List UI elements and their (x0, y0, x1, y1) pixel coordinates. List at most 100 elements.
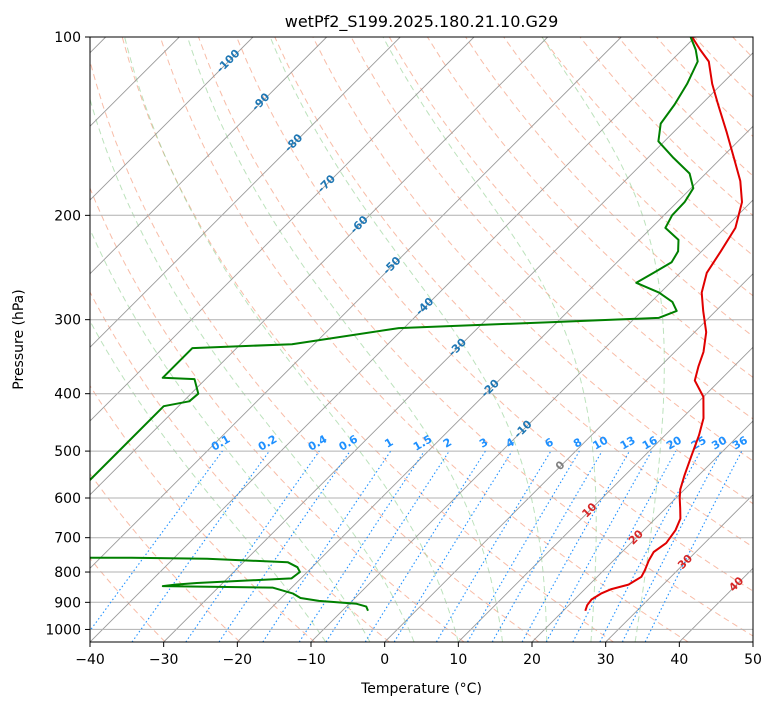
isotherm-line (90, 37, 401, 348)
mixing-ratio-line (545, 450, 653, 642)
mixing-ratio-label: 1 (382, 436, 395, 451)
isotherm-label: -40 (413, 295, 436, 318)
isotherm-line (90, 37, 696, 642)
isotherm-line (90, 37, 328, 275)
y-tick-label: 500 (54, 444, 81, 460)
isotherm-line (236, 125, 753, 642)
moist-adiabat (90, 228, 371, 642)
isotherm-line (605, 494, 753, 642)
dry-adiabat (694, 37, 753, 98)
mixing-ratio-line (364, 450, 486, 642)
dry-adiabat (274, 37, 753, 548)
isotherm-label: -80 (282, 131, 305, 154)
dry-adiabat (90, 472, 241, 642)
x-tick-label: 40 (670, 652, 688, 668)
moist-adiabat (269, 37, 548, 642)
mixing-ratio-label: 13 (618, 434, 638, 453)
mixing-ratio-label: 1.5 (411, 433, 434, 454)
dry-adiabat (90, 186, 465, 642)
isotherm-label: -90 (249, 90, 272, 113)
moist-adiabat (90, 320, 327, 642)
dry-adiabat (388, 37, 753, 420)
mixing-ratio-label: 3 (477, 436, 490, 451)
chart-title: wetPf2_S199.2025.180.21.10.G29 (285, 12, 559, 32)
x-tick-label: 30 (597, 652, 615, 668)
mixing-ratio-line (621, 450, 722, 642)
mixing-ratio-label: 16 (640, 433, 660, 452)
dry-adiabat (426, 37, 753, 378)
mixing-ratio-line (131, 450, 270, 642)
isotherm-line (457, 346, 753, 642)
mixing-ratio-line (393, 450, 513, 642)
moist-adiabat (541, 37, 665, 642)
y-tick-label: 600 (54, 491, 81, 507)
dry-adiabat (541, 37, 753, 257)
isotherm-label: 40 (726, 574, 746, 594)
y-tick-label: 1000 (45, 622, 81, 638)
mixing-ratio-line (325, 450, 450, 642)
mixing-ratio-label: 2 (441, 436, 454, 451)
plot-frame (89, 36, 754, 643)
dry-adiabat (350, 37, 753, 462)
y-tick-label: 300 (54, 313, 81, 329)
mixing-ratio-label: 30 (709, 433, 729, 452)
mixing-ratio-label: 20 (664, 433, 684, 452)
mixing-ratio-line (521, 450, 630, 642)
dry-adiabat (732, 37, 753, 59)
dry-adiabat (236, 37, 753, 592)
y-tick-label: 700 (54, 531, 81, 547)
y-axis-label: Pressure (hPa) (11, 289, 27, 389)
isotherm-line (752, 641, 753, 642)
mixing-ratio-label: 0.4 (306, 432, 330, 453)
dry-adiabat (90, 384, 316, 642)
isotherm-line (678, 567, 753, 642)
x-tick-label: −30 (149, 652, 179, 668)
isotherm-line (384, 273, 753, 642)
mixing-ratio-label: 10 (590, 433, 610, 452)
mixing-ratio-line (599, 450, 701, 642)
moist-adiabat (124, 37, 459, 642)
isotherm-label: -100 (214, 47, 243, 76)
background-lines (90, 37, 775, 642)
moist-adiabat (90, 97, 415, 642)
dewpoint-profile-line (90, 37, 699, 612)
mixing-ratio-line (262, 450, 392, 642)
moist-adiabat (382, 37, 597, 642)
mixing-ratio-label: 0.6 (337, 432, 361, 453)
y-tick-label: 400 (54, 387, 81, 403)
isotherm-label: -10 (511, 417, 534, 440)
mixing-ratio-label: 8 (571, 436, 584, 451)
x-axis-ticks: −40 −30 −20 −10 0 10 20 30 40 50 (75, 642, 762, 668)
moist-adiabat (187, 37, 503, 642)
isotherm-line (90, 37, 549, 496)
mixing-ratio-label: 0.2 (256, 433, 279, 454)
mixing-ratio-label: 36 (730, 433, 750, 452)
isotherm-line (90, 37, 475, 422)
dry-adiabat (159, 37, 689, 642)
dry-adiabat (121, 37, 614, 642)
mixing-ratio-line (644, 450, 743, 642)
dry-adiabat (90, 291, 390, 642)
isotherm-label: 30 (675, 552, 695, 572)
mixing-ratio-label: 0.1 (209, 433, 232, 454)
y-axis-ticks: 100 200 300 400 500 600 700 800 900 1000 (45, 30, 90, 638)
x-tick-label: 10 (449, 652, 467, 668)
isotherm-line (90, 37, 254, 201)
x-axis-label: Temperature (°C) (360, 681, 482, 697)
x-tick-label: −40 (75, 652, 105, 668)
dry-adiabat (771, 37, 775, 642)
isotherm-label: 20 (626, 527, 646, 547)
x-tick-label: 0 (380, 652, 389, 668)
dry-adiabat (656, 37, 753, 138)
isotherm-line (531, 420, 753, 642)
isotherm-label: 0 (553, 458, 568, 473)
isotherm-line (163, 52, 753, 642)
mixing-ratio-line (572, 450, 677, 642)
temperature-profile-line (584, 37, 743, 612)
isotherm-label: -20 (479, 376, 502, 399)
x-tick-label: −20 (223, 652, 253, 668)
mixing-ratio-line (218, 450, 351, 642)
mixing-ratio-line (185, 450, 320, 642)
isotherm-line (310, 199, 753, 642)
